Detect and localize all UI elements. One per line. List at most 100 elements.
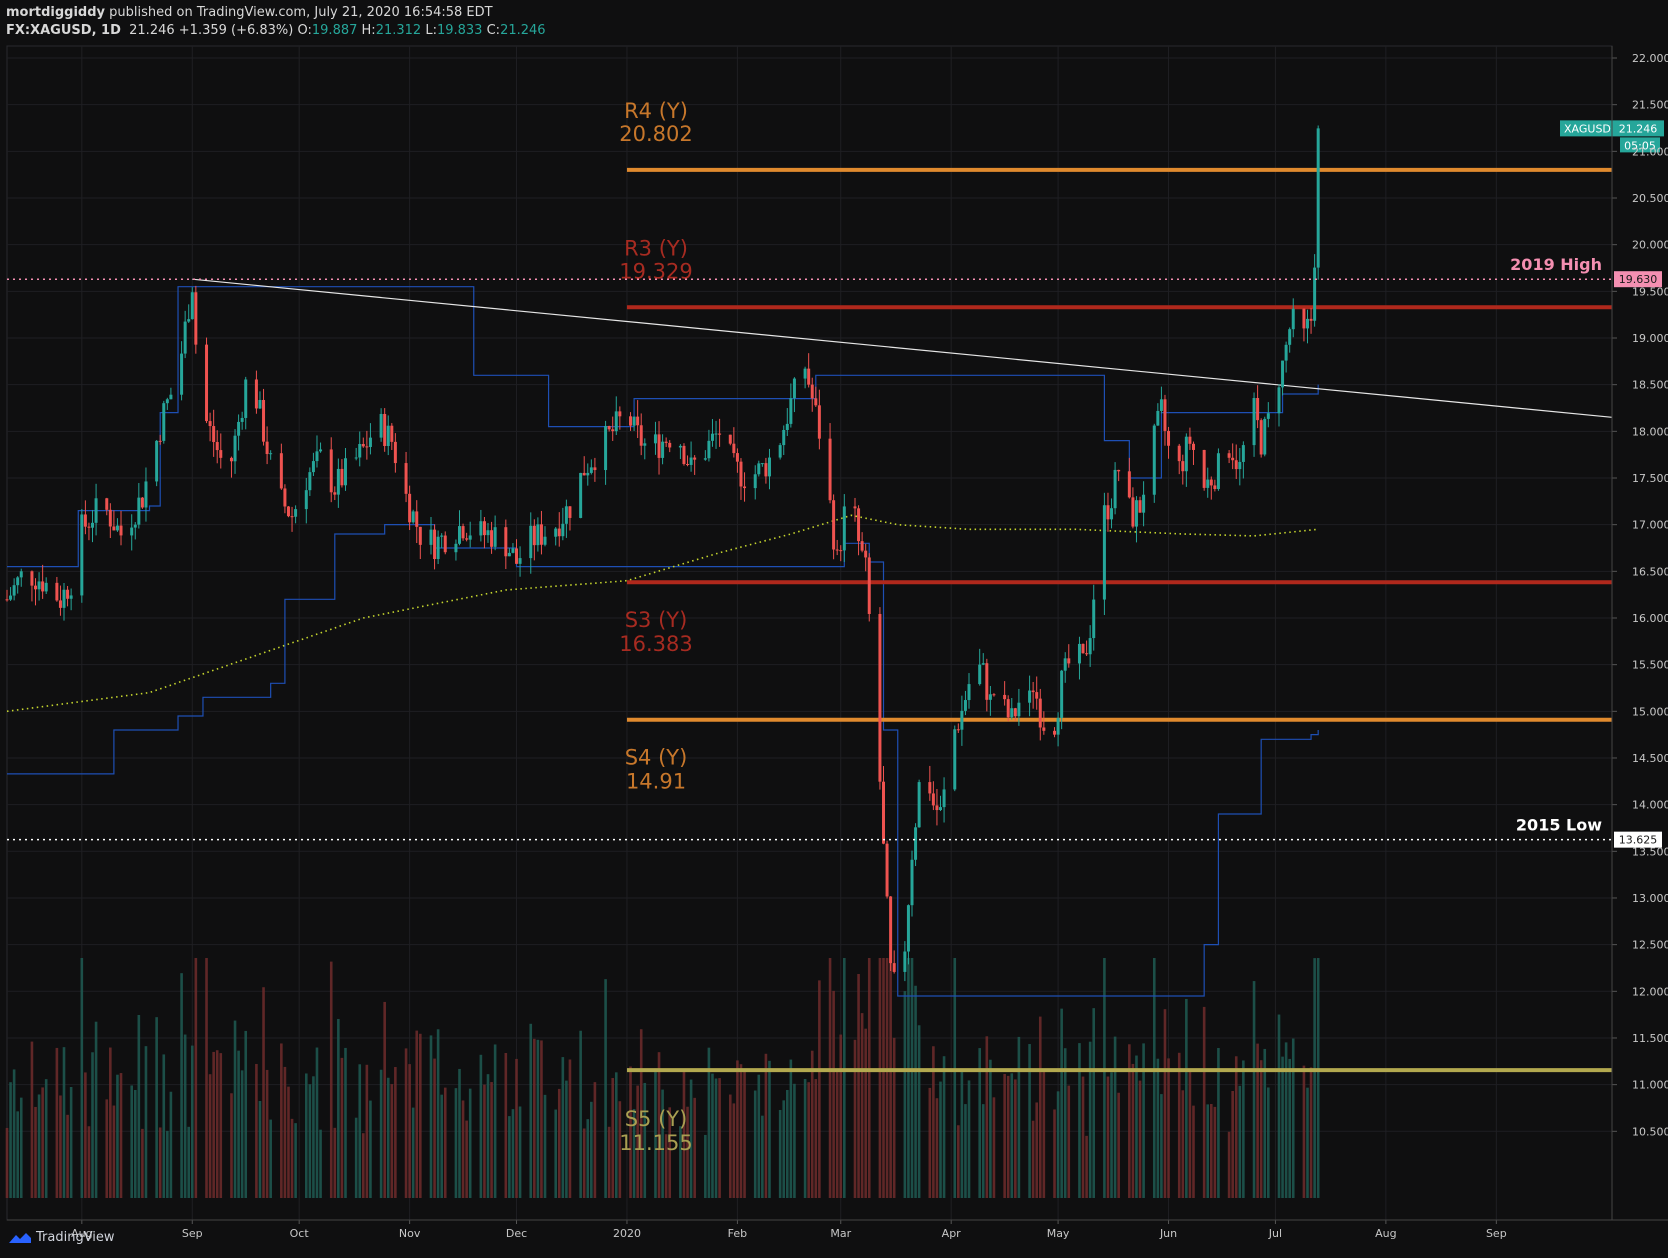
candle-body — [532, 525, 536, 546]
symbol-label[interactable]: FX:XAGUSD, 1D — [6, 23, 121, 38]
volume-bar — [661, 1089, 664, 1198]
y-tick-label: 16.000 — [1632, 612, 1668, 625]
countdown-value: 05:05 — [1624, 139, 1656, 152]
publish-line: mortdiggiddy published on TradingView.co… — [6, 4, 546, 22]
volume-bar — [818, 980, 821, 1198]
candle-body — [1113, 469, 1117, 509]
volume-bar — [582, 1128, 586, 1198]
volume-bar — [205, 958, 208, 1198]
volume-bar — [187, 1126, 191, 1198]
candle-body — [458, 526, 462, 544]
candle-body — [390, 425, 394, 442]
candle-body — [518, 558, 522, 564]
volume-bar — [857, 974, 860, 1198]
level-s4-value: 14.91 — [626, 770, 686, 794]
candle-body — [992, 694, 996, 696]
candle-body — [928, 782, 932, 794]
volume-bar — [903, 991, 907, 1198]
volume-bar — [1156, 1058, 1160, 1198]
candle-body — [589, 467, 593, 473]
candle-body — [408, 493, 412, 523]
volume-bar — [707, 1047, 711, 1198]
candle-body — [586, 472, 590, 476]
candle-body — [1081, 643, 1085, 654]
volume-bar — [1306, 1087, 1309, 1198]
candle-body — [37, 581, 41, 590]
volume-bar — [280, 1043, 283, 1198]
volume-bar — [607, 1126, 611, 1198]
candle-body — [564, 506, 568, 524]
volume-bar — [668, 1107, 672, 1198]
trendline — [192, 278, 1613, 418]
candle-body — [62, 589, 66, 608]
candle-body — [767, 457, 771, 477]
candle-body — [94, 498, 98, 523]
volume-bar — [362, 1133, 365, 1198]
volume-bar — [935, 1098, 939, 1198]
volume-bar — [365, 1064, 369, 1198]
x-tick-label: Apr — [942, 1227, 962, 1240]
candle-body — [44, 582, 48, 592]
volume-bar — [1110, 1072, 1113, 1198]
candle-body — [158, 440, 162, 442]
candle-body — [931, 793, 935, 806]
candle-body — [782, 429, 786, 446]
candle-body — [935, 805, 939, 811]
volume-bar — [1256, 1043, 1259, 1198]
candle-body — [1202, 449, 1206, 488]
candle-body — [1263, 418, 1267, 455]
candle-body — [311, 461, 315, 473]
volume-bar — [465, 1120, 468, 1198]
volume-bar — [411, 1107, 415, 1198]
candle-body — [1281, 360, 1285, 388]
candle-body — [789, 398, 793, 424]
volume-bar — [810, 1050, 814, 1198]
volume-bar — [557, 1088, 561, 1198]
candle-body — [1309, 318, 1313, 321]
volume-bar — [5, 1127, 9, 1198]
volume-bar — [490, 1082, 493, 1198]
volume-bar — [1263, 1048, 1267, 1198]
volume-bar — [212, 1051, 215, 1198]
candle-body — [169, 394, 173, 400]
candle-body — [254, 379, 258, 409]
volume-bar — [1302, 1065, 1306, 1198]
candle-body — [1060, 670, 1064, 718]
candle-body — [1259, 420, 1263, 455]
candle-body — [5, 599, 9, 601]
footer-brand[interactable]: TradingView — [8, 1230, 115, 1245]
volume-bar — [885, 958, 889, 1198]
volume-bar — [244, 1030, 248, 1198]
candle-body — [443, 535, 447, 553]
volume-bar — [333, 1127, 337, 1198]
candle-body — [119, 525, 123, 536]
volume-bar — [579, 1030, 582, 1198]
candle-body — [108, 509, 112, 527]
candle-body — [878, 613, 882, 782]
author-name[interactable]: mortdiggiddy — [6, 5, 106, 20]
volume-bar — [942, 1056, 946, 1198]
volume-bar — [443, 1087, 447, 1198]
volume-bar — [654, 1068, 657, 1198]
volume-bar — [1092, 1008, 1096, 1198]
candle-body — [440, 535, 444, 537]
volume-bar — [1316, 958, 1320, 1198]
candle-body — [942, 789, 946, 808]
volume-bar — [1085, 1135, 1088, 1198]
candle-body — [308, 472, 312, 491]
candle-body — [1213, 485, 1217, 490]
volume-bar — [458, 1068, 461, 1198]
candle-body — [710, 433, 714, 441]
volume-bar — [1217, 1047, 1220, 1198]
volume-bar — [34, 1106, 37, 1198]
y-tick-label: 21.500 — [1632, 99, 1668, 112]
volume-bar — [369, 1100, 372, 1198]
volume-bar — [454, 1088, 458, 1198]
volume-bar — [789, 1059, 793, 1198]
volume-bar — [62, 1047, 66, 1198]
volume-bar — [394, 1067, 397, 1198]
volume-bar — [80, 958, 84, 1198]
candle-body — [240, 417, 244, 422]
volume-bar — [1288, 1058, 1291, 1198]
